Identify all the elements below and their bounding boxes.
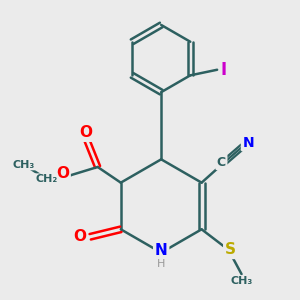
Text: O: O	[79, 125, 92, 140]
Text: CH₂: CH₂	[35, 174, 58, 184]
Text: N: N	[155, 243, 168, 258]
Text: CH₃: CH₃	[13, 160, 35, 170]
Text: O: O	[73, 229, 86, 244]
Text: S: S	[225, 242, 236, 257]
Text: N: N	[242, 136, 254, 150]
Text: O: O	[56, 166, 69, 181]
Text: C: C	[217, 156, 226, 169]
Text: H: H	[157, 259, 165, 269]
Text: CH₃: CH₃	[230, 276, 253, 286]
Text: I: I	[221, 61, 227, 79]
